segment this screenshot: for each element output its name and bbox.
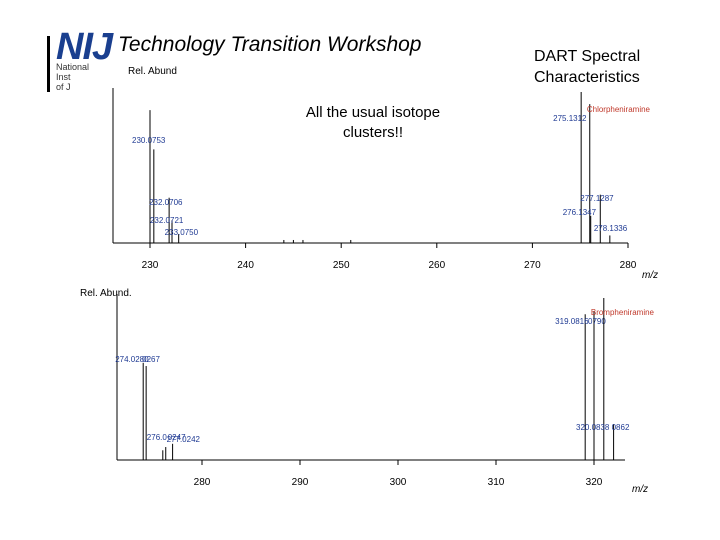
peak-label-1-2: 276.0: [147, 433, 168, 442]
x-tick-label-0-1: 240: [237, 260, 254, 271]
x-tick-label-1-3: 310: [488, 477, 505, 488]
peak-label-0-11: 277.1287: [580, 194, 614, 203]
logo-bar: [47, 36, 50, 92]
x-tick-label-0-4: 270: [524, 260, 541, 271]
x-axis-label-0: m/z: [642, 270, 658, 281]
logo-line-2: Inst: [56, 72, 71, 82]
peak-label-0-4: 233.0750: [165, 228, 199, 237]
peak-label-0-2: 232.0706: [149, 198, 183, 207]
x-tick-label-0-0: 230: [142, 260, 159, 271]
peak-label-1-6: 0790: [588, 317, 606, 326]
x-tick-label-0-2: 250: [333, 260, 350, 271]
y-axis-label-1: Rel. Abund.: [80, 288, 132, 299]
peak-label-1-3: 0247: [168, 433, 186, 442]
compound-name-1: Brompheniramine: [591, 308, 655, 317]
peak-label-0-0: 230.0753: [132, 136, 166, 145]
x-tick-label-1-4: 320: [586, 477, 603, 488]
peak-label-0-12: 276.1347: [563, 208, 597, 217]
peak-label-1-9: 0862: [612, 423, 630, 432]
callout-text: All the usual isotope clusters!!: [305, 104, 441, 141]
x-tick-label-0-3: 260: [428, 260, 445, 271]
x-tick-label-0-5: 280: [620, 260, 637, 271]
peak-label-0-3: 232.0721: [150, 216, 184, 225]
x-tick-label-1-0: 280: [194, 477, 211, 488]
x-tick-label-1-1: 290: [292, 477, 309, 488]
header-title: Technology Transition Workshop: [118, 33, 422, 56]
peak-label-1-0: 274.0280: [115, 355, 149, 364]
peak-label-1-4: 277.0242: [167, 435, 201, 444]
peak-label-0-9: 275.1312: [553, 114, 587, 123]
peak-label-1-8: 320.0838: [576, 423, 610, 432]
x-tick-label-1-2: 300: [390, 477, 407, 488]
peak-label-0-13: 278.1336: [594, 224, 628, 233]
peak-label-1-5: 319.0816: [555, 317, 589, 326]
peak-label-1-1: 0267: [142, 355, 160, 364]
logo-line-1: National: [56, 62, 90, 72]
compound-name-0: Chlorpheniramine: [587, 105, 651, 114]
logo-line-3: of J: [56, 82, 71, 92]
nij-logo: NIJ: [56, 26, 113, 68]
y-axis-label-0: Rel. Abund: [128, 66, 177, 77]
slide-title: DART Spectral Characteristics: [534, 48, 641, 86]
x-axis-label-1: m/z: [632, 484, 648, 495]
